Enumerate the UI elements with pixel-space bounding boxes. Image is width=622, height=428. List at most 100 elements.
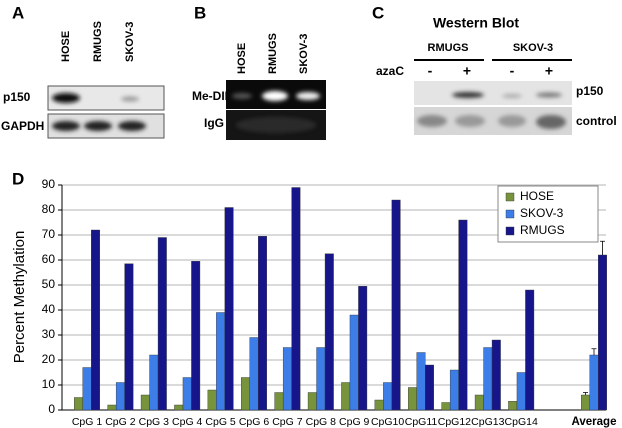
x-tick-label: Average xyxy=(572,416,617,428)
bar xyxy=(483,347,493,411)
legend-box xyxy=(497,185,599,243)
x-tick-label: CpG10 xyxy=(371,416,404,428)
y-axis-label: Percent Methylation xyxy=(11,231,28,364)
y-tick-label: 10 xyxy=(42,377,56,391)
bar xyxy=(307,392,317,411)
lane-label: + xyxy=(463,63,471,79)
column-label: HOSE xyxy=(60,31,72,62)
blot xyxy=(414,81,572,135)
bar xyxy=(474,394,484,411)
x-tick-label: CpG14 xyxy=(505,416,538,428)
legend-label: RMUGS xyxy=(520,223,565,237)
x-tick-label: CpG 8 xyxy=(306,416,337,428)
x-tick-label: CpG 5 xyxy=(205,416,236,428)
bar xyxy=(598,254,607,411)
x-tick-label: CpG 1 xyxy=(72,416,103,428)
y-tick-label: 50 xyxy=(42,277,56,291)
legend-swatch xyxy=(505,192,515,202)
bar xyxy=(282,347,292,411)
error-bar xyxy=(600,240,605,255)
bar xyxy=(581,394,590,411)
y-tick-label: 60 xyxy=(42,252,56,266)
bar xyxy=(74,397,83,411)
bar xyxy=(182,377,192,411)
panel-title: Western Blot xyxy=(433,15,519,31)
x-tick-label: CpG13 xyxy=(471,416,504,428)
x-tick-label: CpG 3 xyxy=(139,416,170,428)
y-tick-label: 20 xyxy=(42,352,56,366)
row-label: control xyxy=(576,114,617,128)
row-label: GAPDH xyxy=(1,119,44,133)
bar xyxy=(124,263,134,411)
group-label: RMUGS xyxy=(428,42,469,54)
bar xyxy=(408,387,417,411)
panel-label: B xyxy=(194,3,206,22)
bar xyxy=(91,229,100,411)
treatment-label: azaC xyxy=(376,64,404,78)
bar xyxy=(458,219,468,411)
y-tick-label: 0 xyxy=(48,402,55,416)
bar xyxy=(140,394,150,411)
group-label: SKOV-3 xyxy=(513,42,553,54)
y-tick-label: 80 xyxy=(42,202,56,216)
bar xyxy=(291,187,301,411)
bar xyxy=(149,354,159,411)
lane-label: + xyxy=(545,63,553,79)
bar xyxy=(316,347,326,411)
bar xyxy=(258,236,267,411)
bar xyxy=(508,401,518,411)
bar xyxy=(157,237,167,411)
bar xyxy=(449,369,459,411)
bar xyxy=(107,404,117,411)
bar xyxy=(358,286,368,411)
blot xyxy=(226,80,326,140)
bar xyxy=(383,382,393,411)
panel-label: D xyxy=(12,169,24,188)
bar xyxy=(349,314,359,411)
blot xyxy=(47,85,165,139)
x-tick-label: CpG 2 xyxy=(105,416,136,428)
row-label: IgG xyxy=(204,116,224,130)
bar xyxy=(416,352,426,411)
bar xyxy=(525,289,535,411)
bar xyxy=(224,207,234,411)
bar xyxy=(191,261,201,411)
column-label: SKOV-3 xyxy=(124,22,136,62)
lane-label: - xyxy=(428,63,433,79)
column-label: SKOV-3 xyxy=(298,34,310,74)
column-label: RMUGS xyxy=(267,33,279,74)
bar xyxy=(207,389,217,411)
bar xyxy=(516,372,526,411)
bar xyxy=(274,392,284,411)
legend-label: HOSE xyxy=(520,189,554,203)
x-tick-label: CpG 7 xyxy=(272,416,303,428)
bar xyxy=(589,354,599,411)
bar xyxy=(216,312,226,411)
bar xyxy=(241,377,250,411)
error-bar xyxy=(591,348,597,355)
column-label: HOSE xyxy=(236,43,248,74)
legend-label: SKOV-3 xyxy=(520,206,564,220)
bar xyxy=(441,402,451,411)
y-tick-label: 30 xyxy=(42,327,56,341)
bar xyxy=(341,382,351,411)
bar xyxy=(391,199,401,411)
panel-label: C xyxy=(372,3,384,22)
lane-label: - xyxy=(510,63,515,79)
panel-label: A xyxy=(12,3,24,22)
row-label: Me-DIP xyxy=(192,89,233,103)
error-bar xyxy=(583,392,588,395)
column-label: RMUGS xyxy=(92,21,104,62)
bar xyxy=(425,364,434,411)
y-tick-label: 70 xyxy=(42,227,56,241)
bar xyxy=(324,253,334,411)
x-tick-label: CpG12 xyxy=(438,416,471,428)
x-tick-label: CpG 9 xyxy=(339,416,370,428)
bar xyxy=(115,382,125,411)
y-tick-label: 90 xyxy=(42,177,56,191)
x-tick-label: CpG 4 xyxy=(172,416,203,428)
bar xyxy=(249,337,259,411)
bar xyxy=(491,339,501,411)
